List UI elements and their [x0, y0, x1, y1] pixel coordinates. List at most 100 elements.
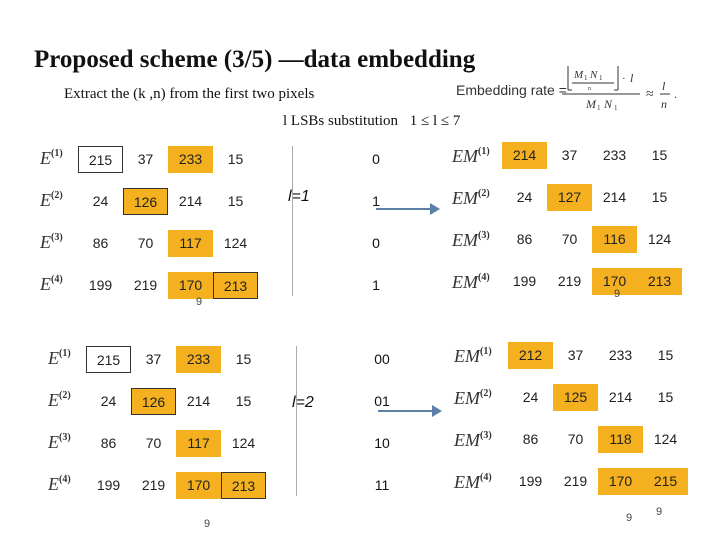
input-pixel-cell: 215 [78, 146, 123, 173]
secret-bits: 11 [374, 477, 390, 493]
row-label-text: EM [454, 346, 480, 366]
row-label-text: E [48, 348, 59, 368]
output-pixel-cell: 15 [651, 189, 668, 205]
output-pixel-cell: 214 [502, 142, 547, 169]
output-pixel-cell: 170 [592, 268, 637, 295]
row-label-index: (1) [51, 148, 63, 159]
svg-text:·: · [622, 73, 626, 85]
output-row-label: EM(2) [452, 188, 490, 209]
output-row-label: EM(1) [452, 146, 490, 167]
row-label-text: EM [454, 388, 480, 408]
row-label-index: (1) [480, 346, 492, 357]
input-row-label: E(4) [40, 274, 63, 295]
row-label-text: EM [452, 146, 478, 166]
output-pixel-cell: 125 [553, 384, 598, 411]
output-pixel-cell: 118 [598, 426, 643, 453]
input-pixel-cell: 214 [178, 193, 203, 209]
footnote-nine: 9 [614, 288, 621, 300]
secret-bits: 0 [372, 235, 380, 251]
row-label-index: (3) [478, 230, 490, 241]
input-pixel-cell: 70 [145, 435, 162, 451]
input-pixel-cell: 15 [235, 393, 252, 409]
output-pixel-cell: 170 [598, 468, 643, 495]
input-pixel-cell: 37 [137, 151, 154, 167]
output-row-label: EM(3) [454, 430, 492, 451]
footnote-nine: 9 [626, 512, 633, 524]
output-pixel-cell: 124 [647, 231, 672, 247]
input-pixel-cell: 219 [141, 477, 166, 493]
input-pixel-cell: 170 [176, 472, 221, 499]
input-row-label: E(4) [48, 474, 71, 495]
output-pixel-cell: 215 [643, 468, 688, 495]
input-pixel-cell: 24 [100, 393, 117, 409]
row-label-index: (2) [51, 190, 63, 201]
input-pixel-cell: 126 [131, 388, 176, 415]
output-pixel-cell: 70 [561, 231, 578, 247]
output-pixel-cell: 116 [592, 226, 637, 253]
row-label-index: (4) [480, 472, 492, 483]
input-pixel-cell: 214 [186, 393, 211, 409]
row-label-text: E [40, 148, 51, 168]
svg-text:1: 1 [584, 74, 588, 82]
row-label-index: (4) [478, 272, 490, 283]
output-pixel-cell: 24 [522, 389, 539, 405]
footnote-nine: 9 [196, 296, 203, 308]
secret-bits: 0 [372, 151, 380, 167]
output-pixel-cell: 233 [602, 147, 627, 163]
row-label-text: EM [454, 472, 480, 492]
input-row-label: E(3) [48, 432, 71, 453]
input-pixel-cell: 117 [176, 430, 221, 457]
output-pixel-cell: 37 [567, 347, 584, 363]
row-label-text: EM [452, 272, 478, 292]
svg-text:1: 1 [614, 104, 618, 112]
row-label-index: (3) [480, 430, 492, 441]
row-label-index: (3) [51, 232, 63, 243]
embed-arrow-icon [378, 405, 442, 417]
row-label-text: E [48, 432, 59, 452]
input-pixel-cell: 86 [100, 435, 117, 451]
output-pixel-cell: 124 [653, 431, 678, 447]
row-label-text: E [48, 390, 59, 410]
row-label-index: (1) [478, 146, 490, 157]
embedding-rate-label: Embedding rate = [456, 82, 567, 98]
row-label-index: (4) [59, 474, 71, 485]
output-pixel-cell: 15 [657, 389, 674, 405]
output-pixel-cell: 86 [522, 431, 539, 447]
output-row-label: EM(1) [454, 346, 492, 367]
output-pixel-cell: 70 [567, 431, 584, 447]
input-pixel-cell: 117 [168, 230, 213, 257]
input-row-label: E(1) [48, 348, 71, 369]
svg-text:n: n [661, 97, 667, 111]
row-label-text: E [40, 232, 51, 252]
svg-text:l: l [662, 79, 666, 93]
output-pixel-cell: 213 [637, 268, 682, 295]
embedding-rate-formula: Embedding rate = M 1 N 1 n · l M 1 N 1 ≈… [456, 60, 704, 112]
input-pixel-cell: 15 [235, 351, 252, 367]
input-pixel-cell: 70 [137, 235, 154, 251]
output-pixel-cell: 219 [557, 273, 582, 289]
svg-text:1: 1 [597, 104, 601, 112]
svg-text:N: N [603, 97, 613, 111]
output-row-label: EM(3) [452, 230, 490, 251]
embed-arrow-icon [376, 203, 440, 215]
secret-bits: 01 [374, 393, 390, 409]
input-row-label: E(1) [40, 148, 63, 169]
l-value-label: l=2 [292, 394, 314, 411]
subtitle: Extract the (k ,n) from the first two pi… [64, 86, 315, 102]
input-pixel-cell: 124 [231, 435, 256, 451]
svg-text:≈: ≈ [646, 87, 654, 102]
input-pixel-cell: 126 [123, 188, 168, 215]
svg-text:M: M [585, 97, 597, 111]
row-label-text: EM [454, 430, 480, 450]
svg-text:n: n [588, 86, 591, 92]
row-label-text: EM [452, 230, 478, 250]
input-row-label: E(3) [40, 232, 63, 253]
lsb-substitution-label: l LSBs substitution 1 ≤ l ≤ 7 [283, 113, 460, 130]
lsb-range: 1 ≤ l ≤ 7 [409, 113, 461, 129]
output-pixel-cell: 212 [508, 342, 553, 369]
output-pixel-cell: 214 [602, 189, 627, 205]
input-pixel-cell: 124 [223, 235, 248, 251]
output-pixel-cell: 199 [518, 473, 543, 489]
output-pixel-cell: 199 [512, 273, 537, 289]
secret-bits: 10 [374, 435, 390, 451]
